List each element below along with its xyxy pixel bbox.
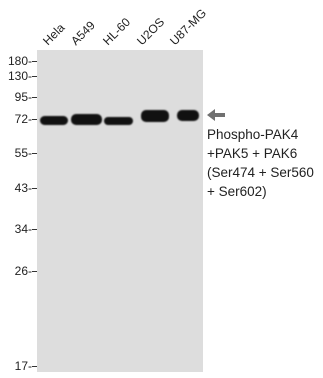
lane-label-a549: A549	[68, 18, 98, 48]
target-label-line-1: Phospho-PAK4	[207, 127, 299, 142]
mw-tick-72	[32, 119, 37, 120]
mw-tick-17	[32, 366, 37, 367]
band-hl60	[104, 117, 133, 125]
target-label-line-2: +PAK5 + PAK6	[207, 146, 298, 161]
band-u2os	[141, 110, 169, 122]
mw-marker-26: 26-	[14, 264, 32, 278]
band-u87mg	[177, 110, 199, 121]
mw-tick-180	[32, 61, 37, 62]
target-label-line-3: (Ser474 + Ser560	[207, 165, 314, 180]
lane-label-hl60: HL-60	[100, 14, 134, 48]
mw-tick-55	[32, 153, 37, 154]
mw-tick-95	[32, 97, 37, 98]
mw-marker-130: 130-	[7, 69, 32, 83]
mw-tick-26	[32, 271, 37, 272]
band-hela	[40, 116, 68, 125]
lane-label-hela: Hela	[40, 20, 68, 48]
mw-marker-17: 17-	[14, 359, 32, 373]
band-a549	[71, 114, 102, 125]
blot-membrane	[37, 50, 203, 372]
lane-label-u87mg: U87-MG	[167, 6, 210, 48]
target-protein-label: Phospho-PAK4 +PAK5 + PAK6 (Ser474 + Ser5…	[207, 125, 319, 201]
mw-marker-55: 55-	[14, 146, 32, 160]
mw-marker-180: 180-	[7, 54, 32, 68]
mw-marker-34: 34-	[14, 222, 32, 236]
left-arrow-icon	[207, 109, 225, 121]
target-label-line-4: + Ser602)	[207, 184, 267, 199]
mw-tick-34	[32, 229, 37, 230]
lane-label-u2os: U2OS	[134, 14, 168, 48]
mw-marker-95: 95-	[14, 90, 32, 104]
mw-tick-130	[32, 76, 37, 77]
mw-marker-72: 72-	[14, 112, 32, 126]
mw-marker-43: 43-	[14, 181, 32, 195]
mw-tick-43	[32, 188, 37, 189]
